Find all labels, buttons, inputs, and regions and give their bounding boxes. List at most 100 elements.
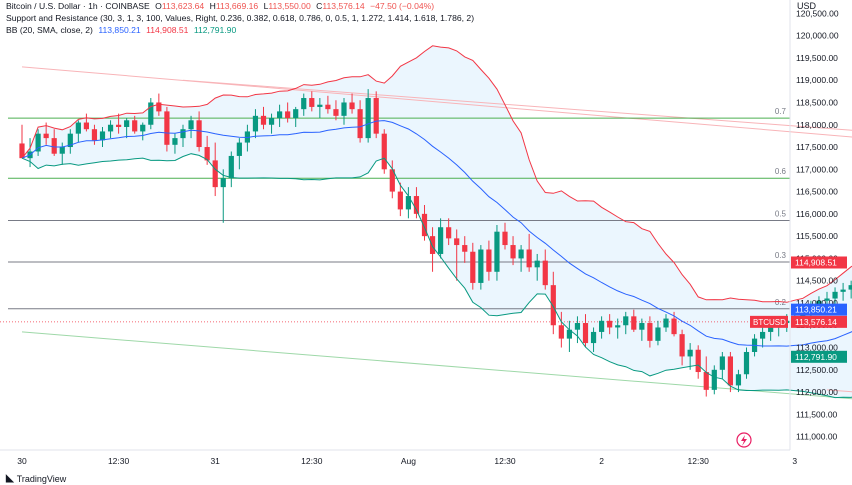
branding-text: TradingView (16, 473, 67, 484)
candle-body (188, 120, 194, 130)
legend-symbol[interactable]: Bitcoin / U.S. Dollar · 1h · COINBASE (6, 1, 150, 11)
y-tick-label: 113,000.00 (796, 343, 838, 353)
candle-body (743, 351, 750, 375)
candle-body (413, 196, 420, 214)
candle-body (277, 111, 283, 119)
sr-level-label: 0.6 (775, 167, 787, 176)
candle-body (107, 124, 114, 132)
candle-body (647, 323, 653, 341)
candle-body (252, 115, 259, 132)
candle-body (470, 251, 476, 283)
sr-level-label: 0.3 (775, 251, 787, 260)
legend-open-label: O (155, 1, 162, 11)
sr-level-label: 0.7 (775, 107, 787, 116)
candle-body (711, 369, 717, 390)
candle-body (67, 133, 73, 148)
sr-level-label: 0.5 (775, 210, 787, 219)
bb-fill-area (22, 45, 852, 398)
candle-body (19, 143, 25, 159)
legend-indicator-sr[interactable]: Support and Resistance (30, 3, 1, 3, 100… (6, 13, 475, 23)
price-badge-label: 112,791.90 (795, 352, 837, 362)
legend-low-label: L (263, 1, 269, 11)
candle-body (99, 131, 106, 141)
y-tick-label: 115,500.00 (796, 231, 838, 241)
candle-body (623, 316, 629, 326)
candle-body (478, 249, 484, 283)
candle-body (695, 349, 701, 373)
x-tick-label: 12:30 (301, 456, 323, 466)
candle-body (840, 289, 846, 292)
candle-body (719, 356, 725, 370)
candle-body (341, 102, 347, 116)
y-tick-label: 117,000.00 (796, 164, 838, 174)
x-tick-label: 30 (17, 456, 27, 466)
y-tick-label: 117,500.00 (796, 142, 838, 152)
bb-basis-line (21, 120, 852, 347)
currency-label: USD (796, 1, 816, 11)
y-tick-label: 116,000.00 (796, 209, 838, 219)
legend-high-label: H (209, 1, 216, 11)
candle-body (582, 323, 589, 344)
price-badge-label: 113,576.14 (795, 317, 837, 327)
ticker-tag-label: BTCUSD (753, 318, 786, 327)
candle-body (518, 249, 524, 259)
candle-body (687, 349, 693, 357)
candle-body (405, 196, 411, 210)
trend-channel-line (182, 79, 852, 131)
candle-body (260, 115, 267, 125)
candle-body (293, 109, 299, 119)
candle-body (663, 318, 669, 328)
candle-body (703, 372, 709, 390)
candle-body (590, 331, 597, 344)
ticker-tag (750, 315, 788, 328)
candle-body (599, 320, 605, 332)
x-tick-label: 2 (599, 456, 604, 466)
bb-lower-line (21, 153, 852, 399)
legend-bb-upper: 114,908.51 (146, 25, 189, 35)
candle-body (164, 111, 170, 145)
candle-body (325, 104, 331, 110)
y-tick-label: 118,500.00 (796, 97, 838, 107)
candle-body (534, 260, 540, 268)
x-tick-label: 3 (792, 456, 797, 466)
footer-branding: ◣ TradingView (6, 473, 66, 484)
candle-body (333, 109, 339, 116)
legend-open: 113,623.64 (161, 1, 205, 11)
x-tick-label: 12:30 (108, 456, 130, 466)
candle-body (607, 320, 613, 328)
y-tick-label: 111,500.00 (796, 409, 838, 419)
candle-body (832, 291, 838, 299)
candle-body (397, 191, 403, 210)
x-tick-label: 12:30 (688, 456, 710, 466)
price-badge-label: 113,850.21 (795, 305, 837, 315)
legend-bb-lower: 112,791.90 (193, 25, 237, 35)
candle-body (228, 155, 234, 179)
flash-bolt-icon (741, 435, 747, 446)
candle-body (816, 300, 822, 306)
candle-body (615, 325, 621, 328)
legend-symbol-row: Bitcoin / U.S. Dollar · 1h · COINBASE O1… (6, 0, 474, 12)
candle-body (59, 147, 65, 154)
y-tick-label: 119,500.00 (796, 53, 838, 63)
legend-indicator-bb-row[interactable]: BB (20, SMA, close, 2) 113,850.21 114,90… (6, 24, 474, 36)
candle-body (116, 124, 122, 127)
candle-body (132, 120, 138, 132)
candle-body (679, 334, 685, 357)
candle-body (454, 238, 460, 246)
candle-body (83, 122, 89, 130)
candle-body (727, 356, 733, 386)
candle-body (639, 323, 645, 330)
candle-body (75, 122, 81, 134)
candle-body (148, 102, 154, 125)
candle-body (301, 98, 307, 110)
y-tick-label: 114,000.00 (796, 298, 838, 308)
y-tick-label: 118,000.00 (796, 120, 838, 130)
sr-level-label: 0.2 (775, 298, 787, 307)
candle-body (462, 245, 468, 252)
candle-body (381, 133, 387, 170)
candle-body (768, 327, 774, 332)
x-tick-label: Aug (401, 456, 416, 466)
candle-body (196, 120, 202, 148)
candle-body (180, 129, 186, 139)
